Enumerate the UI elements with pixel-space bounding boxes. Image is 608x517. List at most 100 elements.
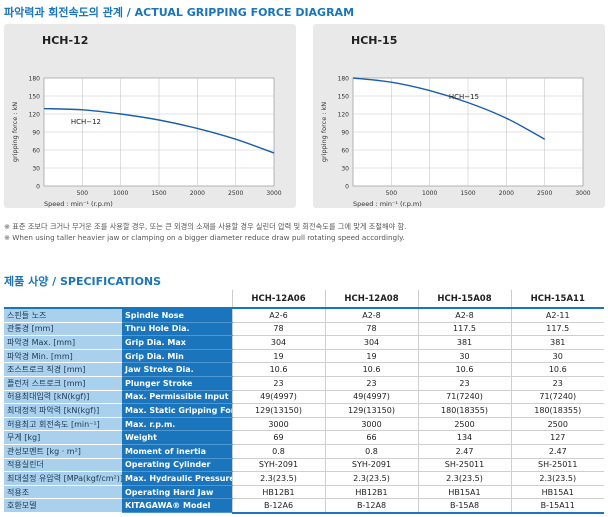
spec-value-cell: 19 [324,349,418,364]
y-tick-label: 60 [341,148,349,155]
spec-label-english: Max. Hydraulic Pressure [122,471,232,486]
y-tick-label: 60 [32,148,40,155]
chart-title: HCH-15 [351,34,397,47]
chart-panel-hch12: HCH-12 0 30 60 90 120 150 180 500 1000 1500 2000 250… [4,24,296,208]
spec-value-cell: 127 [510,430,604,445]
spec-value-cell: 129(13150) [324,403,418,418]
series-label: HCH−12 [71,118,101,126]
y-tick-label: 180 [29,76,41,83]
table-row: 파악경 Max. [mm] Grip Dia. Max 304 304 381 381 [4,335,604,350]
spec-label-korean: 적용실린더 [4,458,122,473]
x-tick-label: 500 [386,190,398,197]
table-row: 적용실린더 Operating Cylinder SYH-2091 SYH-2091 S… [4,458,604,473]
gripping-force-chart-hch15: HCH-15 0 30 60 90 120 150 180 500 1000 1500 2000 250… [320,34,591,208]
table-row: 최대설정 유압력 [MPa(kgf/cm²)] Max. Hydraulic Pr… [4,471,604,486]
x-tick-label: 2000 [499,190,514,197]
spec-value-cell: 0.8 [231,444,325,459]
table-row: 허용최대입력 [kN(kgf)]Max. Permissible Input F… [4,390,604,405]
y-axis-label: gripping force : kN [320,102,328,162]
spec-label-english: Max. Permissible Input Force [122,390,232,405]
y-tick-label: 90 [32,130,40,137]
spec-value-cell: 0.8 [324,444,418,459]
spec-value-cell: 304 [324,335,418,350]
spec-value-cell: A2-8 [417,308,511,323]
spec-value-cell: B-12A8 [324,498,418,514]
x-tick-label: 1000 [113,190,128,197]
spec-label-english: KITAGAWA® Model [122,498,232,514]
note-korean: ※ 표준 조보다 크거나 무거운 조를 사용할 경우, 또는 큰 외경의 소재를… [4,222,407,231]
spec-value-cell: 49(4997) [231,390,325,405]
spec-value-cell: B-15A11 [510,498,604,514]
spec-value-cell: 78 [231,322,325,337]
table-row: 스핀들 노즈 Spindle Nose A2-6 A2-8 A2-8 A2-11 [4,308,604,323]
spec-value-cell: 2500 [510,417,604,432]
spec-value-cell: 23 [417,376,511,391]
table-row: 관통경 [mm] Thru Hole Dia. 78 78 117.5 117.5 [4,322,604,337]
y-tick-label: 0 [36,184,40,191]
spec-label-english: Max. r.p.m. [122,417,232,432]
notes: ※ 표준 조보다 크거나 무거운 조를 사용할 경우, 또는 큰 외경의 소재를… [4,221,406,243]
gripping-force-chart-hch12: HCH-12 0 30 60 90 120 150 180 500 1000 1500 2000 250… [11,34,282,208]
spec-value-cell: 10.6 [510,362,604,377]
x-tick-label: 500 [77,190,89,197]
spec-value-cell: 180(18355) [417,403,511,418]
spec-value-cell: 71(7240) [510,390,604,405]
header-blank-kr [4,290,122,309]
x-axis-label: Speed : min⁻¹ (r.p.m) [353,200,422,208]
spec-value-cell: 3000 [231,417,325,432]
x-tick-label: 2500 [537,190,552,197]
spec-value-cell: 49(4997) [324,390,418,405]
spec-label-korean: 조스트로크 직경 [mm] [4,362,122,377]
x-tick-label: 3000 [575,190,590,197]
spec-value-cell: 129(13150) [231,403,325,418]
spec-value-cell: 2.47 [510,444,604,459]
spec-section-title: 제품 사양 / SPECIFICATIONS [4,275,162,288]
table-row: 파악경 Min. [mm] Grip Dia. Min 19 19 30 30 [4,349,604,364]
spec-value-cell: A2-11 [510,308,604,323]
y-tick-label: 30 [32,166,40,173]
table-row: 최대정적 파악력 [kN(kgf)] Max. Static Gripping F… [4,403,604,418]
y-tick-label: 120 [338,112,350,119]
x-tick-label: 1500 [460,190,475,197]
model-header: HCH-15A11 [510,290,604,309]
spec-value-cell: 23 [510,376,604,391]
spec-value-cell: 23 [324,376,418,391]
y-tick-label: 90 [341,130,349,137]
model-header: HCH-15A08 [417,290,511,309]
spec-value-cell: SH-25011 [417,458,511,473]
table-row: 플런저 스트로크 [mm] Plunger Stroke 23 23 23 23 [4,376,604,391]
spec-value-cell: HB15A1 [417,485,511,500]
spec-value-cell: 381 [417,335,511,350]
spec-value-cell: 2.3(23.5) [417,471,511,486]
spec-value-cell: HB12B1 [324,485,418,500]
spec-label-korean: 호환모델 [4,498,122,514]
spec-label-korean: 최대정적 파악력 [kN(kgf)] [4,403,122,418]
table-row: 무게 [kg] Weight 69 66 134 127 [4,430,604,445]
spec-value-cell: 3000 [324,417,418,432]
y-tick-label: 150 [338,94,350,101]
table-row: 조스트로크 직경 [mm] Jaw Stroke Dia. 10.6 10.6 10.6… [4,362,604,377]
spec-value-cell: 66 [324,430,418,445]
x-axis-label: Speed : min⁻¹ (r.p.m) [44,200,113,208]
table-row: 관성모멘트 [kg · m²] Moment of inertia 0.8 0.8 2.… [4,444,604,459]
y-tick-label: 0 [345,184,349,191]
spec-label-korean: 적용조 [4,485,122,500]
spec-value-cell: A2-8 [324,308,418,323]
spec-label-korean: 허용최대입력 [kN(kgf)] [4,390,122,405]
spec-value-cell: 381 [510,335,604,350]
spec-value-cell: 180(18355) [510,403,604,418]
table-row: 적용조 Operating Hard Jaw HB12B1 HB12B1 HB15A1 H… [4,485,604,500]
x-tick-label: 3000 [266,190,281,197]
spec-value-cell: A2-6 [231,308,325,323]
spec-label-korean: 스핀들 노즈 [4,308,122,323]
spec-label-english: Jaw Stroke Dia. [122,362,232,377]
specifications-table: HCH-12A06 HCH-12A08 HCH-15A08 HCH-15A11 … [4,290,604,514]
y-tick-label: 120 [29,112,41,119]
spec-label-english: Moment of inertia [122,444,232,459]
y-axis-label: gripping force : kN [11,102,19,162]
table-row: 허용최고 회전속도 [min⁻¹] Max. r.p.m. 3000 3000 2500… [4,417,604,432]
chart-title: HCH-12 [42,34,88,47]
spec-value-cell: SYH-2091 [231,458,325,473]
spec-label-english: Plunger Stroke [122,376,232,391]
spec-value-cell: 2.3(23.5) [324,471,418,486]
